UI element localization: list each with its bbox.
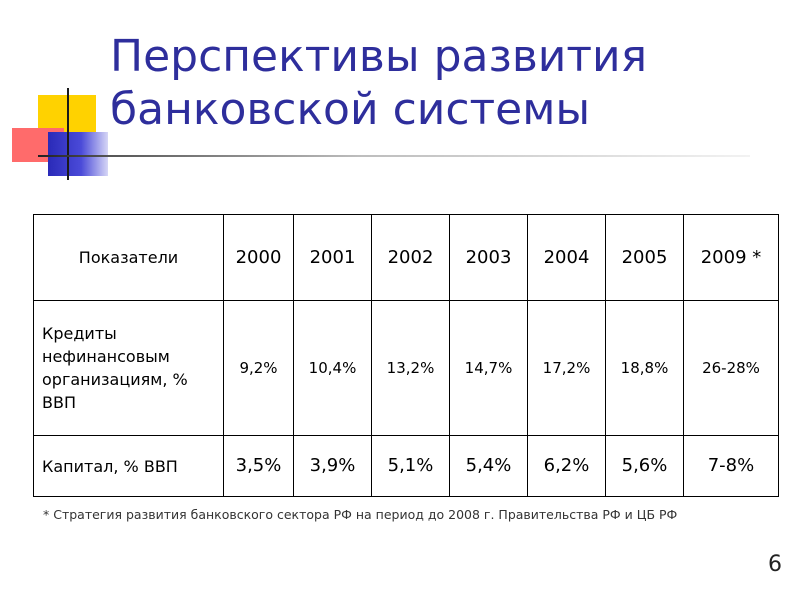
slide-title-line-2: банковской системы [110,84,591,135]
table-header-row: Показатели 2000 2001 2002 2003 2004 2005… [33,214,779,301]
row-label-credits: Кредиты нефинансовым организациям, % ВВП [33,300,224,436]
table-cell: 13,2% [371,300,450,436]
table-cell: 9,2% [223,300,294,436]
table-cell: 17,2% [527,300,606,436]
table-row: Капитал, % ВВП 3,5% 3,9% 5,1% 5,4% 6,2% … [33,435,779,497]
table-cell: 14,7% [449,300,528,436]
table-cell: 10,4% [293,300,372,436]
slide-title: Перспективы развития банковской системы [110,30,770,136]
page-number: 6 [768,552,782,577]
decor-blue-square [48,132,108,176]
header-year-2009: 2009 * [683,214,779,301]
header-indicators: Показатели [33,214,224,301]
header-year-2000: 2000 [223,214,294,301]
table-cell: 26-28% [683,300,779,436]
table-row: Кредиты нефинансовым организациям, % ВВП… [33,300,779,436]
header-year-2002: 2002 [371,214,450,301]
table-cell: 7-8% [683,435,779,497]
decor-vertical-line [67,88,69,180]
table-cell: 5,6% [605,435,684,497]
row-label-capital: Капитал, % ВВП [33,435,224,497]
table-cell: 3,9% [293,435,372,497]
header-year-2005: 2005 [605,214,684,301]
table-cell: 5,4% [449,435,528,497]
header-year-2004: 2004 [527,214,606,301]
table-cell: 6,2% [527,435,606,497]
header-year-2003: 2003 [449,214,528,301]
table-cell: 5,1% [371,435,450,497]
indicators-table: Показатели 2000 2001 2002 2003 2004 2005… [33,214,779,497]
slide-title-line-1: Перспективы развития [110,31,648,82]
footnote: * Стратегия развития банковского сектора… [43,507,678,522]
title-underline [38,155,750,157]
table-cell: 3,5% [223,435,294,497]
table-cell: 18,8% [605,300,684,436]
header-year-2001: 2001 [293,214,372,301]
